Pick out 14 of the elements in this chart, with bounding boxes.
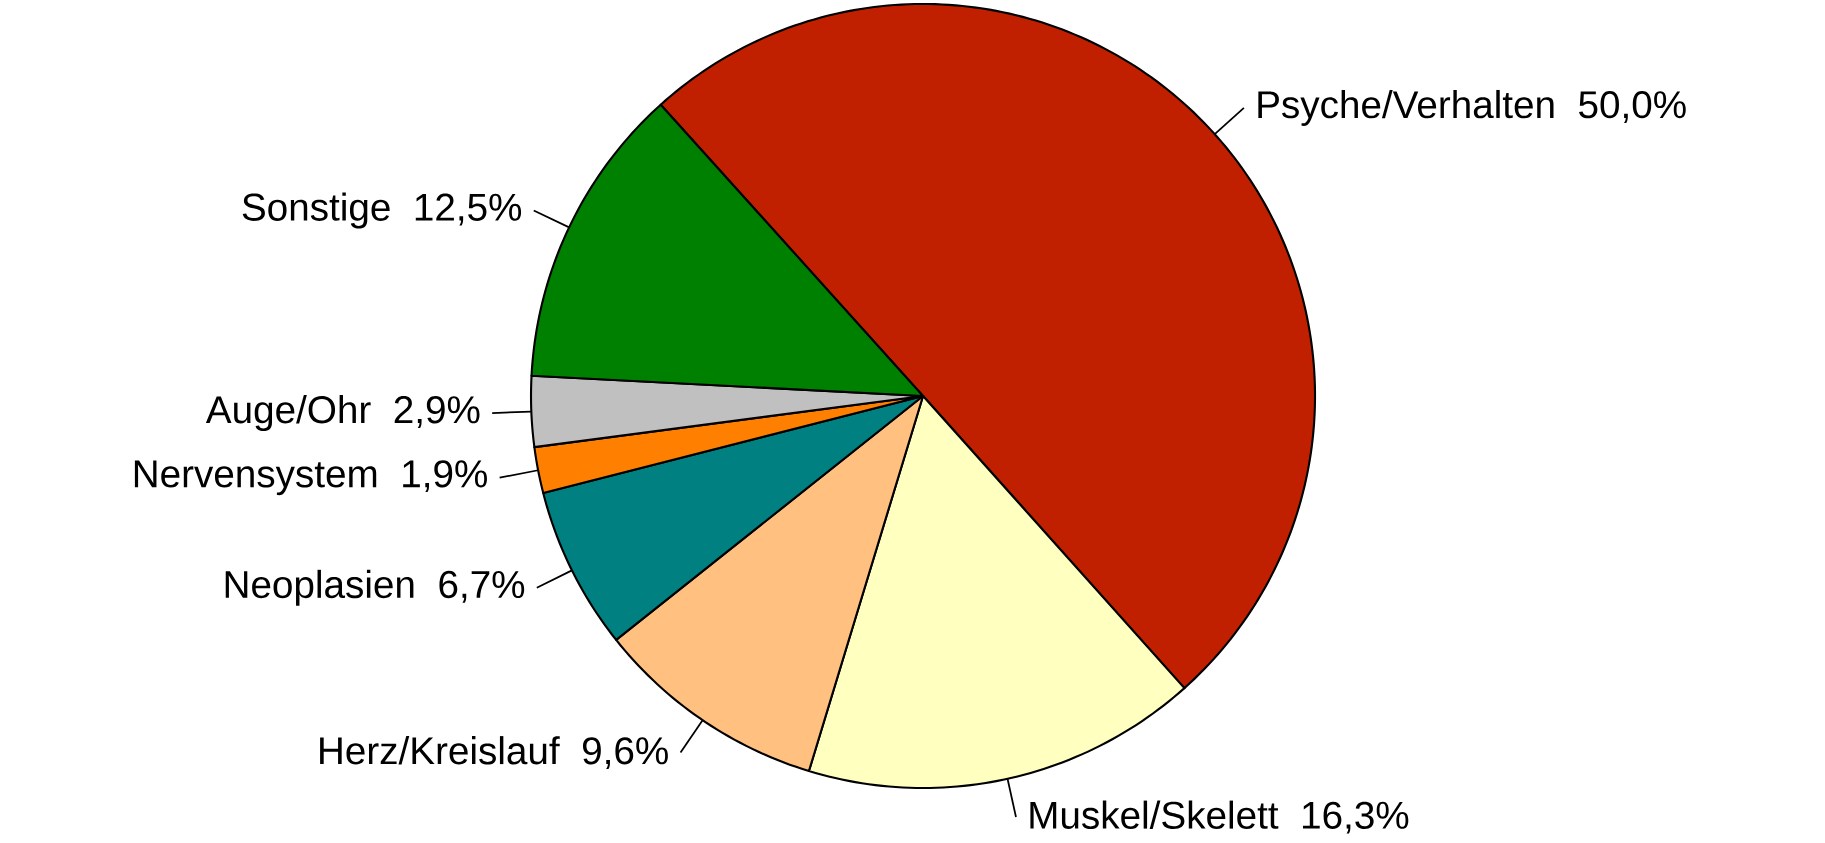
slice-label: Neoplasien — [225, 569, 414, 606]
data-label: 2,9% — [394, 396, 480, 429]
slice-label: Sonstige — [242, 192, 390, 229]
slice-label: Muskel/Skelett — [1030, 800, 1279, 829]
slice-label: Herz/Kreislauf — [320, 736, 560, 765]
slice-label: Nervensystem — [134, 460, 377, 496]
data-label: 50,0% — [1579, 91, 1686, 123]
data-label: 16,3% — [1303, 801, 1409, 834]
data-label: 6,7% — [439, 570, 525, 603]
data-label: 9,6% — [582, 737, 668, 770]
data-label: 1,9% — [403, 460, 487, 493]
slice-label: Auge/Ohr — [205, 395, 371, 432]
slice-label: Psyche/Verhalten — [1258, 89, 1554, 126]
data-label: 12,5% — [415, 193, 522, 226]
